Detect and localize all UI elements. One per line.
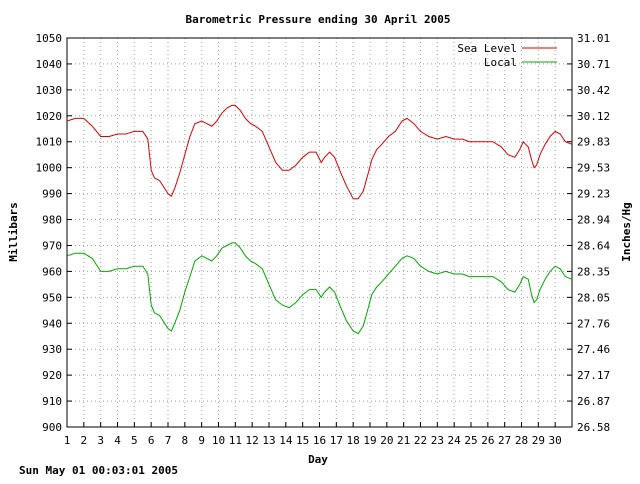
y-tick-label: 1030 xyxy=(36,84,63,97)
y2-tick-label: 31.01 xyxy=(577,32,610,45)
footer-timestamp: Sun May 01 00:03:01 2005 xyxy=(19,464,178,477)
y-tick-label: 970 xyxy=(42,239,62,252)
y2-tick-label: 29.53 xyxy=(577,162,610,175)
x-tick-label: 25 xyxy=(464,434,477,447)
x-tick-label: 17 xyxy=(330,434,343,447)
y-tick-label: 910 xyxy=(42,395,62,408)
y2-tick-label: 28.05 xyxy=(577,291,610,304)
x-tick-label: 27 xyxy=(498,434,511,447)
y2-tick-label: 26.87 xyxy=(577,395,610,408)
y-tick-label: 920 xyxy=(42,369,62,382)
x-tick-label: 16 xyxy=(313,434,326,447)
x-axis-label: Day xyxy=(308,453,328,466)
x-tick-label: 3 xyxy=(97,434,104,447)
x-tick-label: 14 xyxy=(279,434,293,447)
y-tick-label: 1020 xyxy=(36,110,63,123)
x-tick-label: 12 xyxy=(246,434,259,447)
y-tick-label: 1000 xyxy=(36,162,63,175)
y2-tick-label: 30.12 xyxy=(577,110,610,123)
y-tick-label: 950 xyxy=(42,291,62,304)
y-tick-label: 980 xyxy=(42,214,62,227)
left-axis-ticks: 900 910 920 930 940 950 960 970 980 990 1000 1010 10… xyxy=(36,32,72,434)
right-axis-ticks: 26.58 26.87 27.17 27.46 27.76 28.05 28.35 28.64… xyxy=(567,32,610,434)
x-tick-label: 1 xyxy=(64,434,71,447)
x-tick-label: 6 xyxy=(148,434,155,447)
y-tick-label: 1050 xyxy=(36,32,63,45)
x-tick-label: 9 xyxy=(198,434,205,447)
y-tick-label: 940 xyxy=(42,317,62,330)
legend: Sea Level Local xyxy=(457,42,557,69)
y-tick-label: 960 xyxy=(42,265,62,278)
x-tick-label: 26 xyxy=(481,434,494,447)
x-axis-ticks: 1 2 3 4 5 6 7 8 9 10 11 12 13 14 15 16 17 18 19 20 21 22 23 24 2… xyxy=(64,422,562,447)
y-tick-label: 990 xyxy=(42,188,62,201)
x-tick-label: 24 xyxy=(448,434,462,447)
x-tick-label: 5 xyxy=(131,434,138,447)
y-tick-label: 1010 xyxy=(36,136,63,149)
x-tick-label: 21 xyxy=(397,434,410,447)
x-tick-label: 22 xyxy=(414,434,427,447)
x-tick-label: 13 xyxy=(262,434,275,447)
y2-tick-label: 28.64 xyxy=(577,239,610,252)
x-tick-label: 2 xyxy=(81,434,88,447)
y2-tick-label: 27.46 xyxy=(577,343,610,356)
x-tick-label: 8 xyxy=(182,434,189,447)
series-line-local xyxy=(66,242,573,335)
y-axis-label: Millibars xyxy=(7,202,20,262)
x-tick-label: 19 xyxy=(363,434,376,447)
x-tick-label: 7 xyxy=(165,434,172,447)
x-tick-label: 20 xyxy=(380,434,393,447)
y2-tick-label: 29.23 xyxy=(577,188,610,201)
legend-label-sea-level: Sea Level xyxy=(457,42,517,55)
x-tick-label: 11 xyxy=(229,434,242,447)
x-tick-label: 23 xyxy=(431,434,444,447)
series-line-sea-level xyxy=(66,104,573,200)
y-tick-label: 1040 xyxy=(36,58,63,71)
y2-tick-label: 29.83 xyxy=(577,136,610,149)
x-tick-label: 10 xyxy=(212,434,225,447)
y2-tick-label: 27.17 xyxy=(577,369,610,382)
plot-frame xyxy=(66,37,573,428)
y2-axis-label: Inches/Hg xyxy=(620,202,633,262)
y2-tick-label: 30.42 xyxy=(577,84,610,97)
x-tick-label: 4 xyxy=(114,434,121,447)
y-tick-label: 900 xyxy=(42,421,62,434)
y2-tick-label: 27.76 xyxy=(577,317,610,330)
x-tick-label: 28 xyxy=(515,434,528,447)
x-tick-label: 18 xyxy=(347,434,360,447)
legend-label-local: Local xyxy=(484,56,517,69)
y2-tick-label: 26.58 xyxy=(577,421,610,434)
y-tick-label: 930 xyxy=(42,343,62,356)
y2-tick-label: 30.71 xyxy=(577,58,610,71)
x-tick-label: 30 xyxy=(549,434,562,447)
x-tick-label: 15 xyxy=(296,434,309,447)
y2-tick-label: 28.94 xyxy=(577,214,610,227)
x-tick-label: 29 xyxy=(532,434,545,447)
series-lines xyxy=(66,104,573,335)
chart-title: Barometric Pressure ending 30 April 2005 xyxy=(186,13,451,26)
y2-tick-label: 28.35 xyxy=(577,265,610,278)
grid-lines xyxy=(67,38,572,427)
